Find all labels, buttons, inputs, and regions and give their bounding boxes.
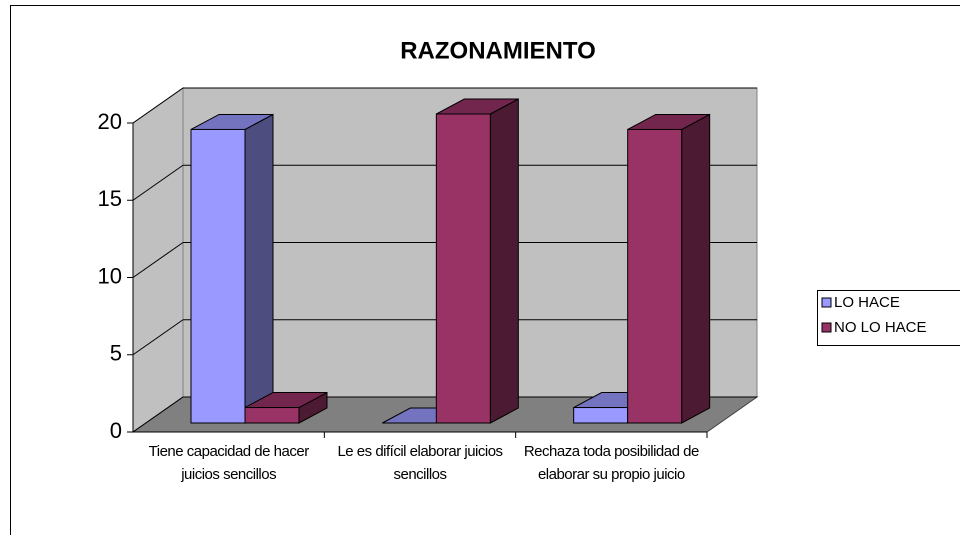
- y-tick-label: 5: [110, 341, 122, 366]
- grid-line-side: [132, 242, 184, 278]
- bar-front: [627, 128, 683, 424]
- grid-line-side: [132, 319, 184, 356]
- bar: [627, 113, 711, 424]
- y-tick-label: 10: [98, 263, 122, 288]
- grid-line-side: [132, 396, 184, 433]
- grid-line-side: [132, 164, 184, 201]
- legend-swatch: [821, 297, 832, 308]
- y-tick-label: 20: [98, 109, 122, 134]
- bar-side: [244, 113, 274, 424]
- grid-line-side: [132, 87, 184, 124]
- y-tick-label: 15: [98, 186, 122, 211]
- y-tick-label: 0: [110, 418, 122, 443]
- bar: [435, 98, 519, 424]
- bar-front: [244, 407, 300, 424]
- bar: [190, 113, 274, 424]
- chart-title: RAZONAMIENTO: [400, 37, 596, 64]
- legend-label: LO HACE: [834, 294, 900, 311]
- x-tick-label: Rechaza toda posibilidad de elaborar su …: [523, 443, 699, 483]
- bar-front: [573, 407, 629, 424]
- bar-side: [681, 113, 711, 424]
- bar: [244, 391, 328, 424]
- x-tick-label: Tiene capacidad de hacer juicios sencill…: [148, 443, 310, 483]
- x-tick-label: Le es difícil elaborar juicios sencillos: [337, 443, 503, 483]
- bar-front: [435, 113, 491, 424]
- legend-box: [817, 290, 960, 346]
- legend-label: NO LO HACE: [834, 319, 927, 336]
- bar-front: [190, 128, 246, 424]
- legend-swatch: [821, 322, 832, 333]
- bar-side: [489, 98, 519, 424]
